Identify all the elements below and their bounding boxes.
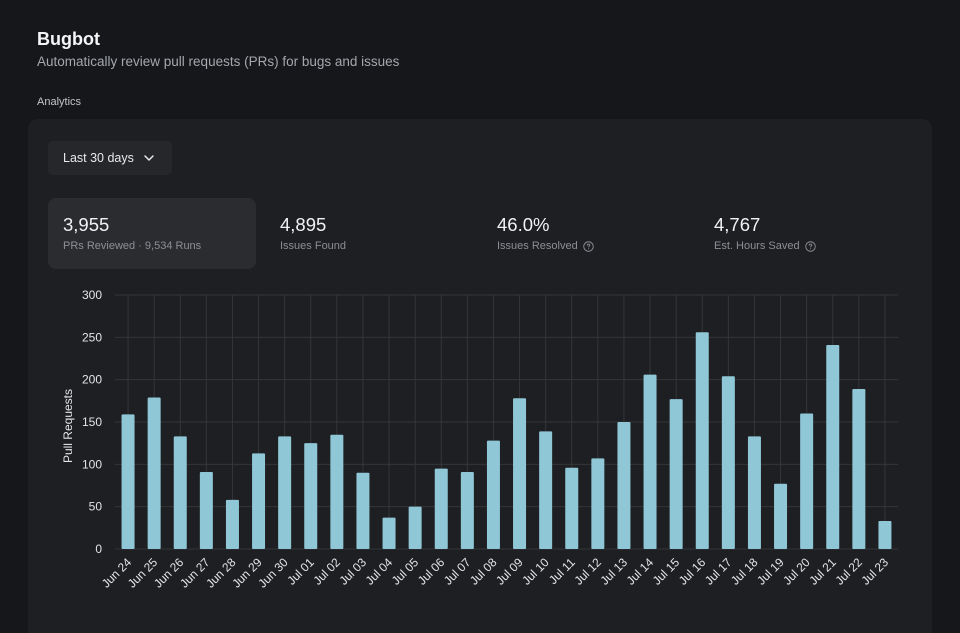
bar[interactable]: [643, 374, 657, 549]
bar[interactable]: [721, 376, 735, 549]
bar[interactable]: [252, 453, 266, 549]
bar[interactable]: [173, 436, 187, 549]
stat-card-hours-saved[interactable]: 4,767 Est. Hours Saved: [699, 198, 907, 269]
page-title: Bugbot: [37, 29, 100, 49]
x-tick-label: Jul 07: [441, 555, 474, 588]
stat-caption-text: Issues Found: [280, 240, 347, 252]
bar[interactable]: [330, 434, 344, 549]
date-range-dropdown[interactable]: Last 30 days: [48, 141, 172, 175]
x-tick-label: Jul 20: [780, 555, 813, 588]
bar[interactable]: [434, 468, 448, 549]
x-tick-label: Jul 19: [754, 555, 787, 588]
bar[interactable]: [199, 471, 213, 549]
bar[interactable]: [382, 517, 396, 549]
x-tick-label: Jul 10: [519, 555, 552, 588]
x-tick-label: Jul 16: [676, 555, 709, 588]
help-icon[interactable]: [582, 240, 594, 252]
y-tick-label: 50: [89, 500, 103, 514]
bar[interactable]: [121, 414, 135, 549]
x-tick-label: Jul 08: [467, 555, 500, 588]
bar[interactable]: [147, 397, 161, 549]
bar[interactable]: [747, 436, 761, 549]
y-tick-label: 200: [82, 373, 102, 387]
x-tick-label: Jul 18: [728, 555, 761, 588]
x-tick-label: Jul 22: [832, 555, 865, 588]
x-tick-label: Jul 12: [571, 555, 604, 588]
x-tick-label: Jul 02: [310, 555, 343, 588]
x-tick-label: Jul 17: [702, 555, 735, 588]
y-tick-label: 0: [95, 542, 102, 556]
bar[interactable]: [460, 471, 474, 549]
y-tick-label: 300: [82, 288, 102, 302]
bar[interactable]: [826, 344, 840, 549]
stat-caption-text: PRs Reviewed · 9,534 Runs: [63, 240, 202, 252]
stat-card-issues-resolved[interactable]: 46.0% Issues Resolved: [482, 198, 690, 269]
stat-caption: Issues Found: [280, 240, 346, 252]
bar[interactable]: [304, 443, 318, 549]
y-axis-label: Pull Requests: [61, 389, 75, 463]
bar[interactable]: [878, 521, 892, 549]
x-tick-label: Jul 04: [363, 555, 396, 588]
chevron-down-icon: [144, 155, 154, 161]
y-tick-label: 100: [82, 457, 102, 471]
y-tick-label: 150: [82, 415, 102, 429]
stat-value: 46.0%: [497, 214, 550, 235]
stat-caption-text: Issues Resolved: [497, 240, 578, 252]
stat-card-prs-reviewed[interactable]: 3,955 PRs Reviewed · 9,534 Runs: [48, 198, 256, 269]
x-tick-label: Jul 11: [546, 555, 578, 587]
x-tick-label: Jul 09: [493, 555, 526, 588]
stat-caption-text: Est. Hours Saved: [714, 240, 800, 252]
page-subtitle: Automatically review pull requests (PRs)…: [37, 54, 400, 69]
x-tick-label: Jul 23: [859, 555, 892, 588]
help-icon[interactable]: [804, 240, 816, 252]
bar[interactable]: [852, 388, 866, 549]
x-tick-label: Jul 21: [806, 555, 839, 588]
bar[interactable]: [774, 483, 788, 549]
bar[interactable]: [800, 413, 814, 549]
stat-value: 4,767: [714, 214, 761, 235]
x-tick-label: Jul 14: [624, 555, 657, 588]
bar[interactable]: [695, 332, 709, 549]
bar[interactable]: [565, 467, 579, 549]
x-tick-label: Jul 15: [650, 555, 683, 588]
x-tick-label: Jul 06: [415, 555, 448, 588]
bar[interactable]: [408, 506, 422, 549]
bar[interactable]: [669, 399, 683, 549]
x-tick-label: Jun 30: [255, 555, 291, 591]
date-range-value: Last 30 days: [63, 151, 134, 165]
bar[interactable]: [278, 436, 292, 549]
y-tick-label: 250: [82, 330, 102, 344]
stat-card-issues-found[interactable]: 4,895 Issues Found: [265, 198, 473, 269]
stat-caption: PRs Reviewed · 9,534 Runs: [63, 240, 201, 252]
bar[interactable]: [486, 440, 500, 549]
stat-value: 3,955: [63, 214, 110, 235]
x-tick-label: Jul 03: [337, 555, 370, 588]
bar[interactable]: [617, 422, 631, 549]
bar[interactable]: [356, 472, 370, 549]
x-tick-label: Jul 01: [284, 555, 317, 588]
bar[interactable]: [539, 431, 553, 549]
stat-value: 4,895: [280, 214, 327, 235]
bar[interactable]: [591, 458, 605, 549]
bar[interactable]: [225, 499, 239, 549]
stat-caption: Issues Resolved: [497, 240, 594, 252]
x-tick-label: Jul 13: [598, 555, 631, 588]
x-tick-label: Jul 05: [389, 555, 422, 588]
section-label-analytics: Analytics: [37, 96, 82, 108]
bar[interactable]: [513, 398, 527, 549]
stat-caption: Est. Hours Saved: [714, 240, 816, 252]
